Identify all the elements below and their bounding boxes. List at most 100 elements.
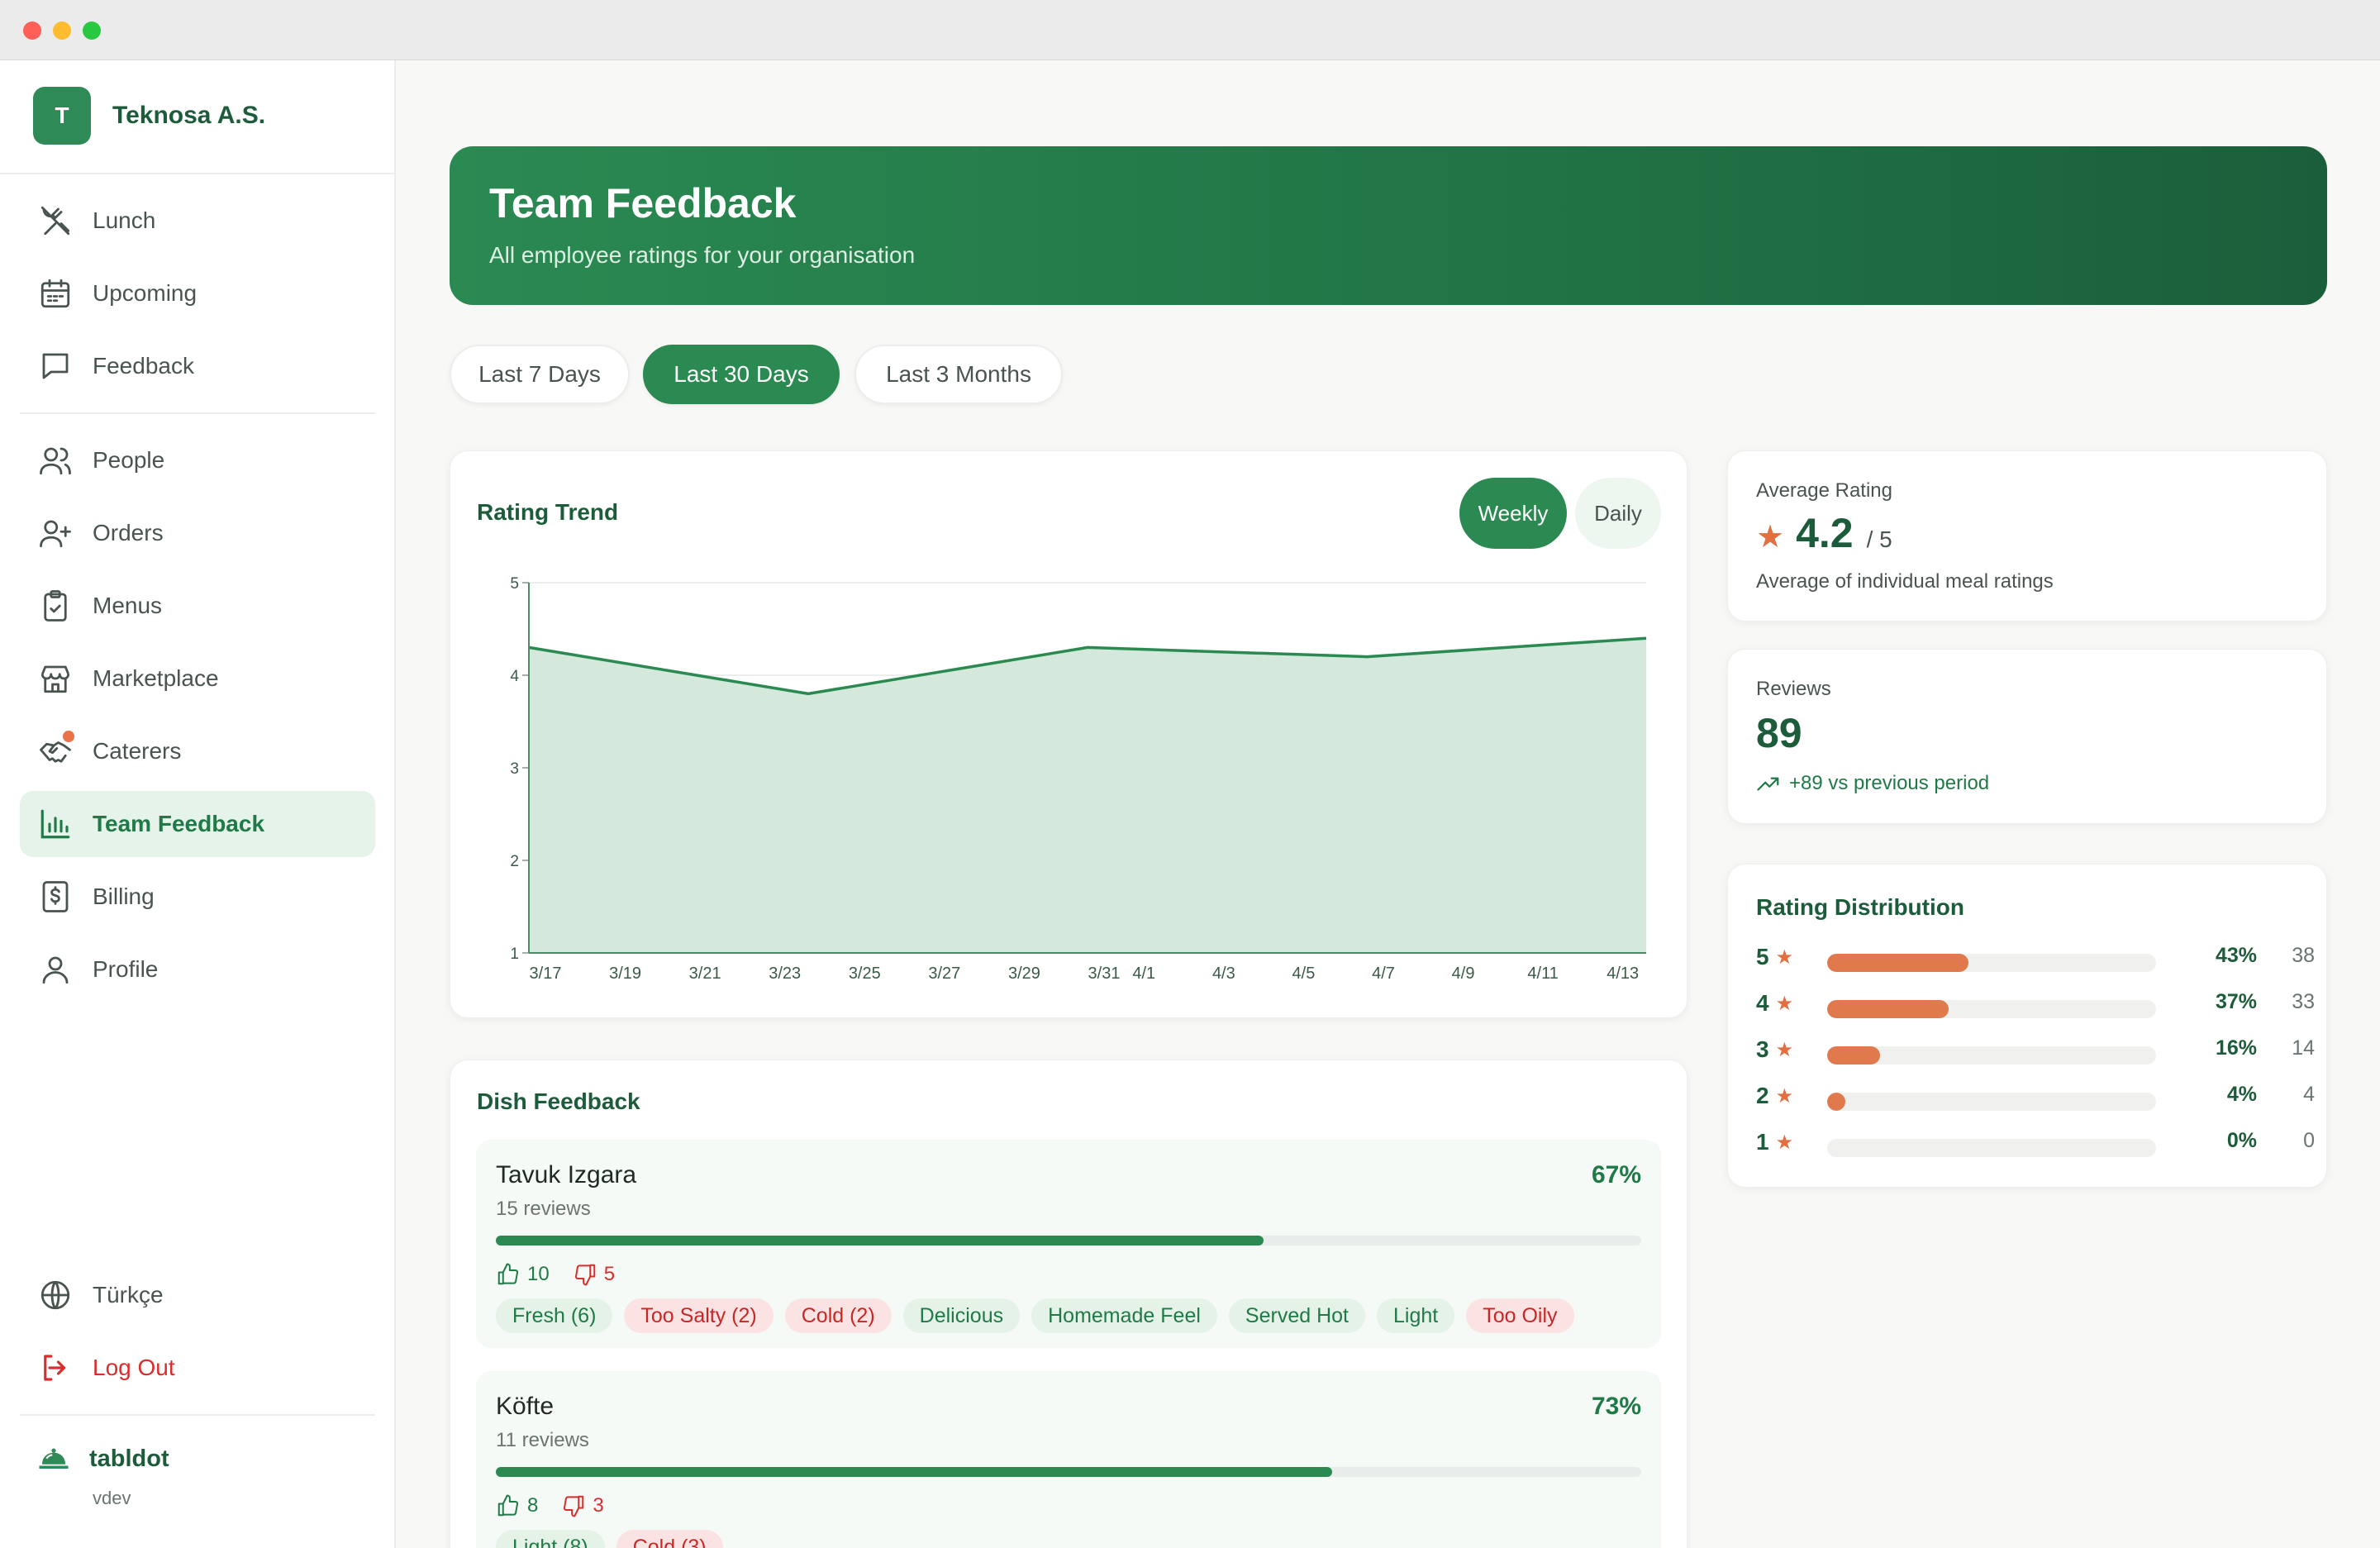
y-tick-label: 4 bbox=[510, 668, 519, 685]
sidebar-item-upcoming[interactable]: Upcoming bbox=[20, 260, 375, 326]
users-icon bbox=[38, 443, 73, 478]
reviews-card: Reviews 89 +89 vs previous period bbox=[1727, 649, 2327, 824]
x-tick-label: 3/25 bbox=[849, 965, 881, 983]
feedback-tag: Served Hot bbox=[1228, 1298, 1365, 1333]
sidebar-item-orders[interactable]: Orders bbox=[20, 500, 375, 566]
distribution-bar bbox=[1827, 1139, 2156, 1157]
reviews-note: +89 vs previous period bbox=[1789, 772, 1990, 794]
sidebar-item-label: Profile bbox=[93, 956, 159, 982]
minimize-window-button[interactable] bbox=[53, 21, 71, 40]
logout-button[interactable]: Log Out bbox=[20, 1335, 375, 1401]
sidebar-item-billing[interactable]: Billing bbox=[20, 864, 375, 930]
sidebar-item-team-feedback[interactable]: Team Feedback bbox=[20, 791, 375, 857]
dish-name: Köfte bbox=[496, 1393, 555, 1420]
x-tick-label: 3/23 bbox=[769, 965, 801, 983]
org-name: Teknosa A.S. bbox=[112, 102, 266, 129]
sidebar-item-label: Lunch bbox=[93, 207, 156, 233]
sidebar-item-feedback[interactable]: Feedback bbox=[20, 333, 375, 399]
globe-icon bbox=[38, 1278, 73, 1312]
average-rating-card: Average Rating ★ 4.2 / 5 Average of indi… bbox=[1727, 450, 2327, 622]
feedback-tag: Cold (2) bbox=[784, 1298, 892, 1333]
notification-dot bbox=[63, 731, 74, 742]
x-tick-label: 3/17 bbox=[530, 965, 562, 983]
y-tick-label: 1 bbox=[510, 945, 519, 963]
distribution-star-label: 2 ★ bbox=[1756, 1083, 1794, 1108]
dish-votes: 10 5 bbox=[496, 1262, 615, 1287]
x-tick-label: 4/5 bbox=[1292, 965, 1316, 983]
distribution-star-label: 4 ★ bbox=[1756, 990, 1794, 1016]
x-tick-label: 4/9 bbox=[1452, 965, 1475, 983]
sidebar-item-menus[interactable]: Menus bbox=[20, 573, 375, 639]
distribution-count: 14 bbox=[2292, 1036, 2315, 1060]
org-switcher[interactable]: T Teknosa A.S. bbox=[33, 87, 265, 145]
average-rating-note: Average of individual meal ratings bbox=[1756, 570, 2054, 593]
sidebar-item-label: Feedback bbox=[93, 353, 194, 379]
feedback-tag: Too Oily bbox=[1466, 1298, 1574, 1333]
distribution-bar-fill bbox=[1827, 1046, 1880, 1065]
star-icon: ★ bbox=[1775, 1131, 1794, 1154]
page-title: Team Feedback bbox=[489, 180, 797, 226]
logout-icon bbox=[38, 1350, 73, 1385]
daily-toggle-button[interactable]: Daily bbox=[1575, 478, 1661, 549]
x-tick-label: 4/13 bbox=[1606, 965, 1639, 983]
distribution-percent: 16% bbox=[2215, 1036, 2257, 1060]
sidebar-divider bbox=[0, 173, 396, 174]
range-last-3-months-button[interactable]: Last 3 Months bbox=[854, 345, 1063, 404]
distribution-bar bbox=[1827, 954, 2156, 972]
rating-distribution-title: Rating Distribution bbox=[1756, 894, 1964, 920]
sidebar-divider bbox=[20, 1414, 375, 1416]
bar-chart-icon bbox=[38, 807, 73, 841]
sidebar-item-lunch[interactable]: Lunch bbox=[20, 188, 375, 254]
dish-approval-percent: 73% bbox=[1591, 1393, 1641, 1420]
distribution-bar-fill bbox=[1827, 1093, 1845, 1111]
reviews-trend-row: +89 vs previous period bbox=[1756, 772, 1989, 795]
utensils-icon bbox=[38, 203, 73, 238]
y-tick-label: 3 bbox=[510, 760, 519, 778]
dish-item-kofte[interactable]: Köfte 11 reviews 73% 8 3 Light (8) Cold (… bbox=[476, 1371, 1661, 1548]
star-icon: ★ bbox=[1775, 992, 1794, 1015]
language-switcher[interactable]: Türkçe bbox=[20, 1262, 375, 1328]
calendar-icon bbox=[38, 276, 73, 311]
dish-approval-fill bbox=[496, 1467, 1332, 1477]
receipt-dollar-icon bbox=[38, 879, 73, 914]
dish-feedback-title: Dish Feedback bbox=[477, 1088, 640, 1114]
distribution-star-label: 1 ★ bbox=[1756, 1129, 1794, 1155]
sidebar-item-caterers[interactable]: Caterers bbox=[20, 718, 375, 784]
sidebar-item-profile[interactable]: Profile bbox=[20, 936, 375, 1003]
distribution-bar-fill bbox=[1827, 1000, 1949, 1018]
sidebar-item-people[interactable]: People bbox=[20, 427, 375, 493]
thumbs-up-icon bbox=[497, 1263, 519, 1285]
handshake-icon bbox=[38, 731, 74, 769]
dish-tags: Light (8) Cold (3) bbox=[496, 1530, 723, 1548]
page-header-banner: Team Feedback All employee ratings for y… bbox=[450, 146, 2327, 305]
thumbs-down-icon bbox=[564, 1495, 584, 1517]
x-tick-label: 4/11 bbox=[1527, 965, 1558, 983]
sidebar-item-marketplace[interactable]: Marketplace bbox=[20, 645, 375, 712]
store-icon bbox=[38, 661, 73, 696]
star-icon: ★ bbox=[1775, 945, 1794, 969]
rating-trend-title: Rating Trend bbox=[477, 499, 619, 525]
thumbs-down-count: 5 bbox=[573, 1262, 615, 1287]
feedback-tag: Fresh (6) bbox=[496, 1298, 613, 1333]
page-subtitle: All employee ratings for your organisati… bbox=[489, 242, 916, 268]
dish-item-tavuk-izgara[interactable]: Tavuk Izgara 15 reviews 67% 10 5 Fresh (… bbox=[476, 1140, 1661, 1348]
weekly-toggle-button[interactable]: Weekly bbox=[1459, 478, 1567, 549]
sidebar-item-label: Marketplace bbox=[93, 665, 219, 691]
range-last-30-days-button[interactable]: Last 30 Days bbox=[643, 345, 840, 404]
logout-label: Log Out bbox=[93, 1355, 175, 1380]
x-tick-label: 4/7 bbox=[1372, 965, 1395, 983]
range-last-7-days-button[interactable]: Last 7 Days bbox=[450, 345, 630, 404]
feedback-tag: Too Salty (2) bbox=[624, 1298, 774, 1333]
dish-name: Tavuk Izgara bbox=[496, 1161, 637, 1188]
close-window-button[interactable] bbox=[23, 21, 41, 40]
distribution-count: 33 bbox=[2292, 990, 2315, 1013]
distribution-percent: 37% bbox=[2215, 990, 2257, 1013]
dish-tags: Fresh (6) Too Salty (2) Cold (2) Delicious H… bbox=[496, 1298, 1574, 1333]
y-tick-label: 2 bbox=[510, 853, 519, 870]
distribution-bar bbox=[1827, 1000, 2156, 1018]
feedback-tag: Cold (3) bbox=[616, 1530, 723, 1548]
star-icon: ★ bbox=[1756, 520, 1785, 555]
app-name: tabldot bbox=[89, 1446, 169, 1472]
distribution-star-label: 5 ★ bbox=[1756, 944, 1794, 969]
maximize-window-button[interactable] bbox=[83, 21, 101, 40]
